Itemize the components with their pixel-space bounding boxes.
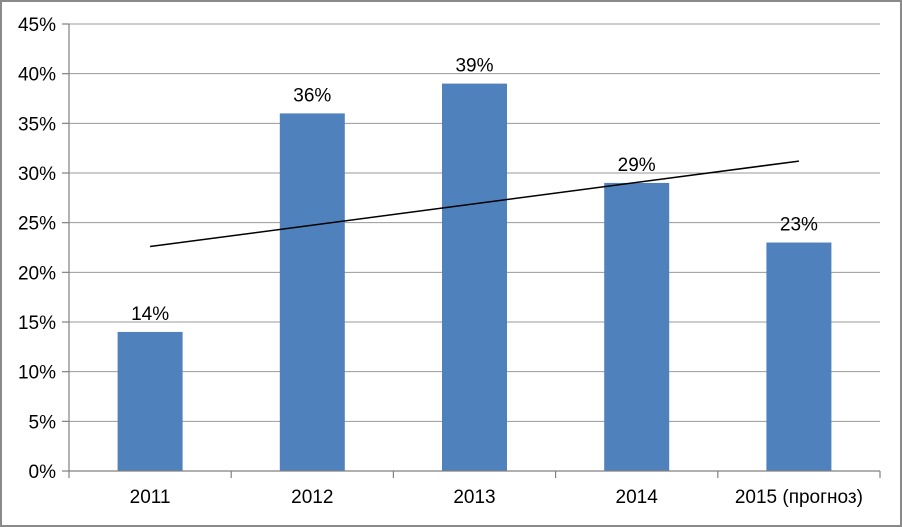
y-axis-label: 5% (29, 412, 57, 433)
bar-value-label: 23% (780, 215, 818, 236)
bar-2012 (279, 113, 345, 472)
y-axis-label: 40% (18, 65, 56, 86)
bar-value-label: 39% (455, 56, 493, 77)
bar-value-label: 14% (131, 304, 169, 325)
y-axis-label: 25% (18, 214, 56, 235)
trendline (150, 160, 799, 248)
y-axis-label: 10% (18, 363, 56, 384)
x-axis-label: 2015 (прогноз) (735, 487, 863, 508)
x-axis-label: 2011 (130, 487, 171, 508)
x-axis-label: 2012 (291, 487, 333, 508)
bar-2014 (604, 182, 670, 471)
bar-2015 (прогноз) (766, 242, 832, 471)
y-axis-label: 45% (18, 15, 56, 36)
bar-value-label: 29% (618, 155, 656, 176)
y-axis-label: 30% (18, 164, 56, 185)
x-axis-label: 2014 (616, 487, 659, 508)
y-axis-label: 15% (18, 313, 56, 334)
y-axis-label: 35% (18, 114, 56, 135)
bar-2013 (442, 83, 507, 471)
y-axis-label: 0% (29, 462, 57, 483)
bar-2011 (117, 331, 183, 471)
x-axis-label: 2013 (453, 487, 495, 508)
y-axis-label: 20% (18, 263, 56, 284)
bar-value-label: 36% (293, 85, 331, 106)
